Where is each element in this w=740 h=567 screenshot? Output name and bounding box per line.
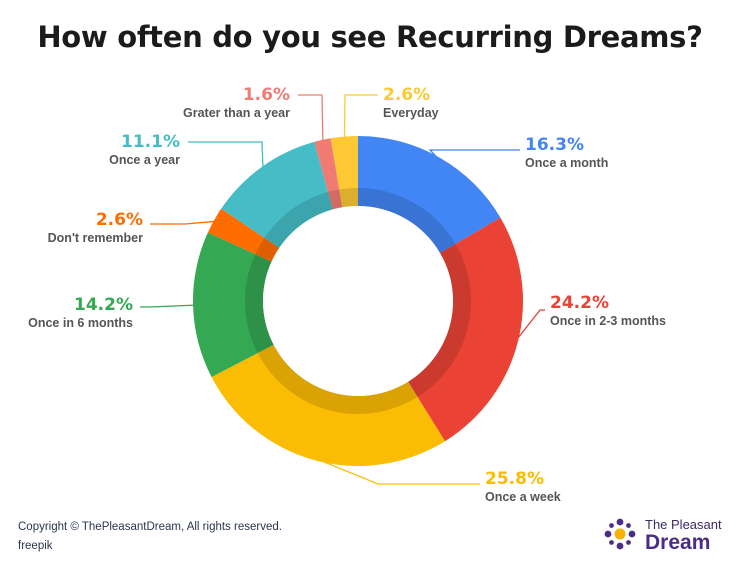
slice-category-label: Once a month: [525, 156, 608, 170]
leader-line: [314, 457, 480, 485]
slice-category-label: Everyday: [383, 106, 439, 120]
slice-percent-label: 1.6%: [243, 85, 290, 105]
leader-line: [343, 94, 378, 139]
slice-category-label: Don't remember: [48, 231, 143, 245]
leader-line: [150, 220, 216, 225]
leader-line: [515, 309, 545, 341]
slice-once-a-week: [211, 344, 446, 467]
slice-category-label: Once a week: [485, 490, 561, 504]
slice-once-in-2-3-months: [408, 217, 523, 442]
slice-percent-label: 25.8%: [485, 469, 544, 489]
slice-category-label: Grater than a year: [183, 106, 290, 120]
slice-percent-label: 14.2%: [74, 295, 133, 315]
leader-line: [428, 149, 520, 161]
brand-logo-block: The Pleasant Dream: [602, 514, 732, 558]
slice-once-a-month: [358, 136, 501, 253]
slice-category-label: Once a year: [109, 153, 180, 167]
brand-logo-icon: [604, 518, 636, 550]
slice-percent-label: 2.6%: [96, 210, 143, 230]
slice-percent-label: 2.6%: [383, 85, 430, 105]
brand-name-line2: Dream: [645, 531, 711, 554]
slice-don-t-remember: [207, 208, 280, 262]
brand-name-line1: The Pleasant: [645, 517, 722, 532]
slice-percent-label: 16.3%: [525, 135, 584, 155]
leader-line: [188, 141, 264, 169]
slice-percent-label: 24.2%: [550, 293, 609, 313]
slice-category-label: Once in 6 months: [28, 316, 133, 330]
slice-once-a-year: [221, 141, 333, 248]
slice-grater-than-a-year: [314, 138, 343, 210]
slice-category-label: Once in 2-3 months: [550, 314, 666, 328]
copyright-text: Copyright © ThePleasantDream, All rights…: [18, 521, 282, 533]
slice-percent-label: 11.1%: [121, 132, 180, 152]
slice-once-in-6-months: [193, 232, 274, 378]
leader-line: [140, 304, 196, 308]
chart-title: How often do you see Recurring Dreams?: [37, 20, 703, 54]
credit-text: freepik: [18, 540, 53, 552]
leader-line: [298, 94, 324, 142]
donut-hole: [263, 206, 453, 396]
slice-everyday: [330, 136, 358, 208]
